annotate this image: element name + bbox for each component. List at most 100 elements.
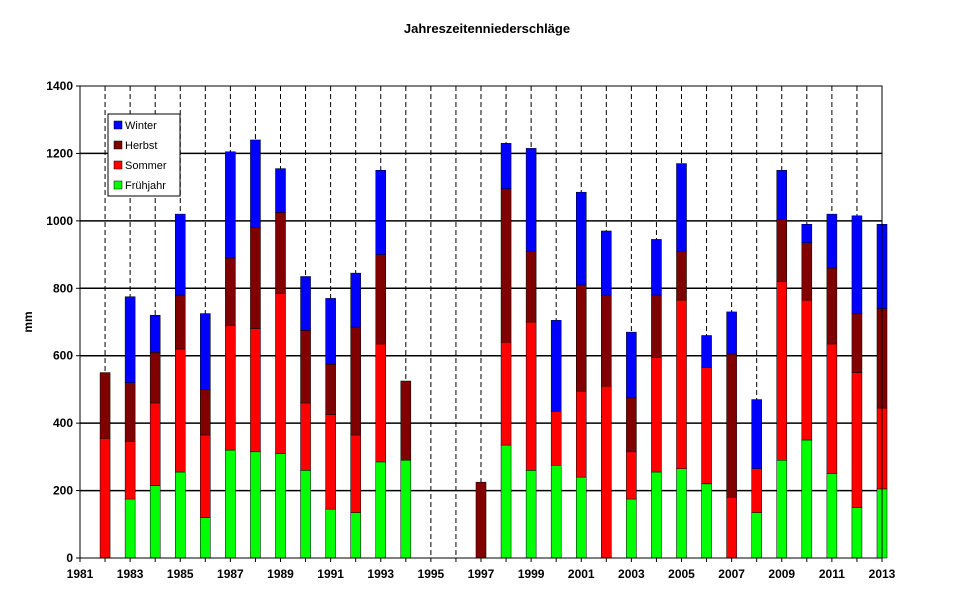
bar-segment (275, 293, 286, 454)
bar-segment (776, 459, 788, 559)
bar-segment (601, 294, 612, 387)
bar-segment (500, 444, 512, 559)
bar-segment (124, 498, 136, 559)
bar-segment (851, 507, 863, 559)
bar-segment (124, 382, 136, 442)
legend-swatch (113, 160, 123, 170)
y-tick-label: 0 (66, 551, 73, 565)
bar-segment (575, 476, 587, 559)
bar-segment (801, 439, 813, 559)
bar-segment (676, 250, 687, 301)
y-tick-label: 1200 (46, 146, 73, 160)
bar-segment (200, 517, 211, 559)
bar-segment (726, 353, 737, 498)
legend-label: Herbst (125, 140, 157, 152)
bar-segment (300, 276, 311, 331)
legend-label: Frühjahr (125, 180, 166, 192)
bar-segment (626, 331, 637, 399)
bar-segment (550, 411, 562, 466)
bar-segment (826, 343, 838, 474)
bar-segment (350, 512, 361, 559)
bar-segment (525, 148, 537, 252)
bar-segment (325, 363, 336, 415)
bar-segment (174, 348, 186, 473)
bar-segment (851, 372, 863, 508)
bar-segment (200, 434, 211, 518)
bar-segment (575, 191, 587, 286)
bar-segment (124, 296, 136, 383)
bar-segment (149, 315, 161, 353)
bar-segment (200, 313, 211, 390)
x-tick-label: 1995 (418, 567, 445, 581)
bar-segment (651, 471, 662, 559)
bar-segment (350, 326, 361, 436)
bar-segment (225, 151, 236, 259)
x-tick-label: 1997 (468, 567, 495, 581)
bar-segment (751, 468, 762, 513)
y-tick-label: 600 (53, 349, 73, 363)
bar-segment (726, 311, 737, 355)
bar-segment (525, 470, 537, 559)
bar-segment (651, 357, 662, 473)
bar-segment (651, 294, 662, 358)
bar-segment (325, 414, 336, 510)
bar-segment (250, 227, 261, 329)
bar-segment (250, 451, 261, 559)
x-tick-label: 2007 (718, 567, 745, 581)
bar-segment (500, 188, 512, 343)
bar-segment (99, 438, 111, 559)
bar-segment (676, 468, 687, 559)
bar-segment (350, 434, 361, 513)
bar-segment (550, 320, 562, 412)
bar-segment (375, 254, 387, 345)
bar-segment (500, 143, 512, 190)
y-tick-label: 200 (53, 484, 73, 498)
bar-segment (525, 250, 537, 323)
bar-segment (801, 299, 813, 441)
x-tick-label: 1983 (117, 567, 144, 581)
bar-segment (400, 459, 412, 559)
bar-segment (826, 267, 838, 345)
bar-segment (475, 481, 487, 559)
legend-swatch (113, 140, 123, 150)
x-tick-label: 2005 (668, 567, 695, 581)
bar-segment (851, 313, 863, 373)
bar-segment (275, 168, 286, 213)
legend-swatch (113, 120, 123, 130)
x-tick-label: 1981 (67, 567, 94, 581)
bar-segment (250, 139, 261, 228)
bar-segment (701, 483, 712, 559)
x-tick-label: 1989 (267, 567, 294, 581)
x-tick-label: 1987 (217, 567, 244, 581)
y-tick-label: 1400 (46, 79, 73, 93)
bar-segment (174, 213, 186, 296)
bar-segment (124, 441, 136, 500)
bar-segment (149, 485, 161, 559)
bar-segment (826, 213, 838, 269)
bar-segment (200, 389, 211, 436)
bar-segment (776, 218, 788, 282)
bar-segment (726, 497, 737, 559)
bar-segment (300, 402, 311, 471)
bar-segment (751, 399, 762, 469)
y-tick-label: 800 (53, 281, 73, 295)
y-tick-label: 400 (53, 416, 73, 430)
bar-segment (174, 294, 186, 350)
x-tick-label: 1999 (518, 567, 545, 581)
bar-segment (826, 473, 838, 559)
bar-segment (776, 170, 788, 220)
bar-segment (601, 230, 612, 296)
bar-segment (149, 352, 161, 404)
bar-segment (676, 299, 687, 469)
bar-segment (149, 402, 161, 486)
bar-segment (851, 215, 863, 314)
bar-segment (275, 453, 286, 559)
bar-segment (651, 239, 662, 296)
bar-segment (174, 471, 186, 559)
bar-segment (776, 281, 788, 461)
bar-segment (325, 298, 336, 365)
chart-title: Jahreszeitenniederschläge (404, 21, 570, 36)
legend-label: Sommer (125, 160, 167, 172)
y-tick-label: 1000 (46, 214, 73, 228)
bar-segment (99, 372, 111, 439)
